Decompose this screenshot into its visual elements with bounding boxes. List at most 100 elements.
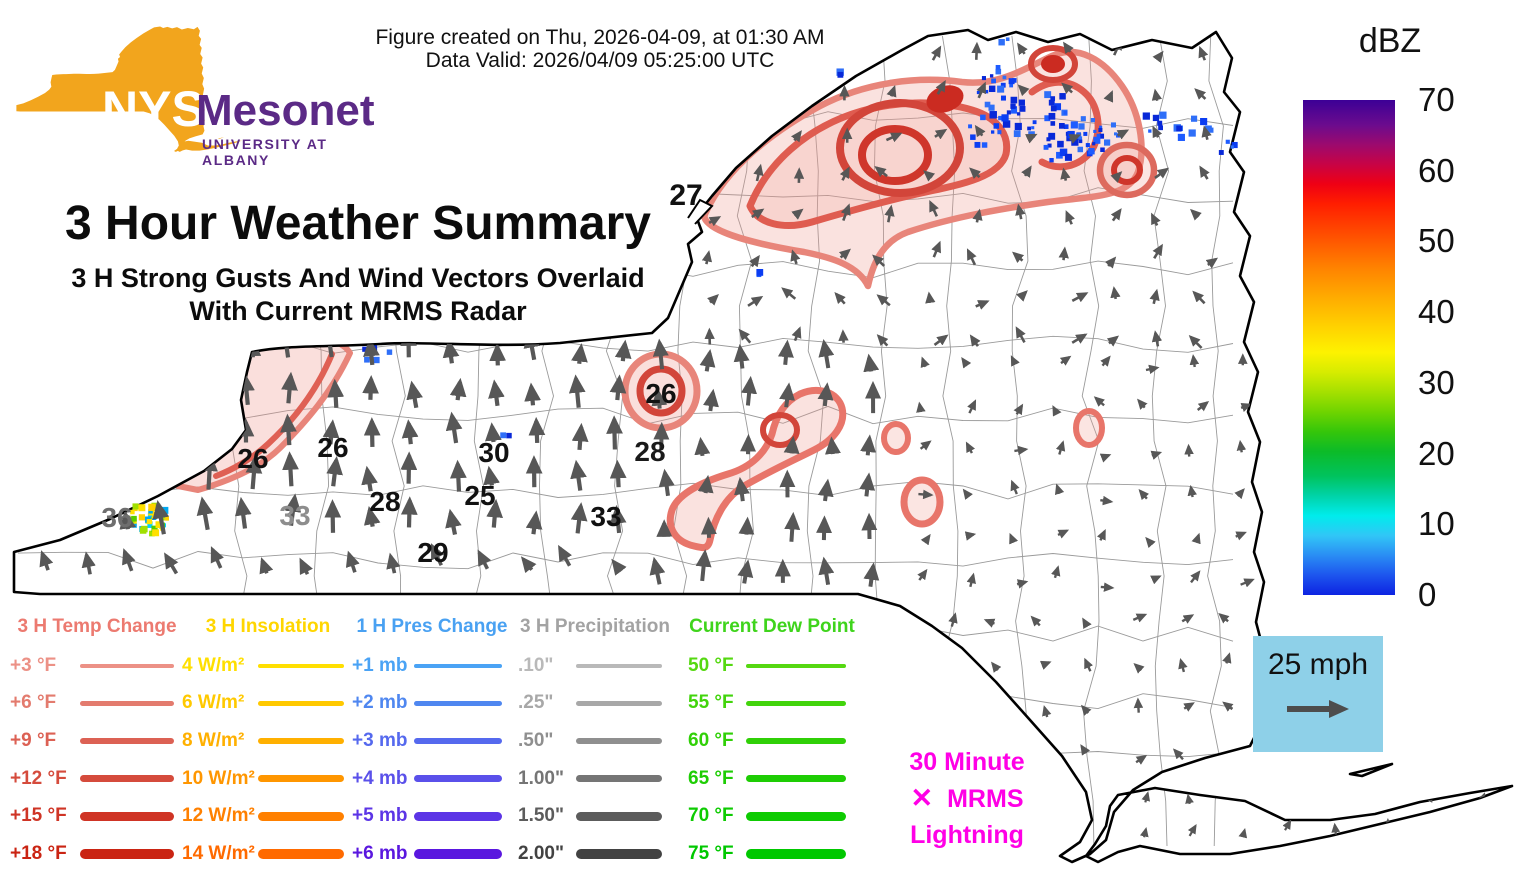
legend-row: 70 °F xyxy=(688,797,856,835)
lightning-line2-text: MRMS xyxy=(947,785,1024,813)
legend-item-line xyxy=(746,811,846,821)
legend-item-line xyxy=(258,775,344,783)
legend-item-line xyxy=(746,737,846,744)
legend-item-line xyxy=(576,700,662,706)
legend-row: 10 W/m² xyxy=(182,760,354,798)
legend-row: .50" xyxy=(518,722,672,760)
legend-item-label: +6 °F xyxy=(10,692,57,714)
colorbar-title: dBZ xyxy=(1358,22,1422,60)
colorbar-tick-0: 0 xyxy=(1418,576,1437,613)
colorbar-tick-70: 70 xyxy=(1418,81,1455,118)
legend-item-line xyxy=(576,663,662,668)
legend-item-label: +5 mb xyxy=(352,805,408,827)
legend-item-line xyxy=(414,848,502,859)
lightning-line2: ✕ MRMS xyxy=(862,780,1072,817)
gust-value-label: 29 xyxy=(417,537,448,568)
gust-value-label: 26 xyxy=(237,443,268,474)
legend-row: .10" xyxy=(518,647,672,685)
legend-item-label: +12 °F xyxy=(10,767,67,789)
legend-column-3: 1 H Pres Change +1 mb +2 mb +3 mb +4 mb +5 mb… xyxy=(352,616,512,873)
figure-caption: Figure created on Thu, 2026-04-09, at 01… xyxy=(330,26,870,72)
wind-scale-arrow-icon xyxy=(1287,700,1349,718)
lightning-legend: 30 Minute ✕ MRMS Lightning xyxy=(862,744,1072,853)
legend-item-label: 1.00" xyxy=(518,767,564,789)
legend-item-label: 10 W/m² xyxy=(182,767,255,789)
legend-column-5: Current Dew Point 50 °F 55 °F 60 °F 65 °F 70 … xyxy=(688,616,856,873)
legend-row: 12 W/m² xyxy=(182,797,354,835)
legend-item-label: +3 °F xyxy=(10,654,57,676)
legend-row: +9 °F xyxy=(10,722,184,760)
legend-row: 1.00" xyxy=(518,760,672,798)
colorbar-tick-20: 20 xyxy=(1418,434,1455,472)
legend-item-label: +15 °F xyxy=(10,805,67,827)
colorbar-tick-60: 60 xyxy=(1418,151,1455,189)
legend-item-line xyxy=(80,775,174,783)
title-block: 3 Hour Weather Summary 3 H Strong Gusts … xyxy=(40,196,676,327)
page-title: 3 Hour Weather Summary xyxy=(65,197,651,250)
caption-valid: Data Valid: 2026/04/09 05:25:00 UTC xyxy=(425,49,775,72)
legend-row: +4 mb xyxy=(352,760,512,798)
legend-row: +6 mb xyxy=(352,835,512,873)
legend-item-label: +4 mb xyxy=(352,767,408,789)
legend-item-label: 12 W/m² xyxy=(182,805,255,827)
legend-row: +12 °F xyxy=(10,760,184,798)
legend-row: 50 °F xyxy=(688,647,856,685)
colorbar-tick-50: 50 xyxy=(1418,222,1455,260)
legend-item-line xyxy=(258,663,344,668)
legend-item-line xyxy=(414,737,502,744)
logo-nys-text: NYS xyxy=(102,81,205,137)
dbz-colorbar xyxy=(1303,100,1395,595)
legend-item-label: +9 °F xyxy=(10,729,57,751)
legend-row: 75 °F xyxy=(688,835,856,873)
legend-item-line xyxy=(258,811,344,821)
legend-item-line xyxy=(258,848,344,859)
ny-state-logo-icon xyxy=(16,26,243,152)
legend-row: +5 mb xyxy=(352,797,512,835)
gust-value-label: 27 xyxy=(669,179,702,212)
legend-item-line xyxy=(414,663,502,668)
legend-item-line xyxy=(414,775,502,783)
legend-row: +6 °F xyxy=(10,685,184,723)
legend-row: 4 W/m² xyxy=(182,647,354,685)
legend-column-title: 3 H Temp Change xyxy=(17,616,177,637)
legend-item-label: 4 W/m² xyxy=(182,654,245,676)
legend-item-line xyxy=(414,811,502,821)
logo-tagline: UNIVERSITY AT ALBANY xyxy=(202,136,328,168)
caption-created: Figure created on Thu, 2026-04-09, at 01… xyxy=(375,26,825,49)
legend-item-line xyxy=(258,737,344,744)
legend-item-label: 14 W/m² xyxy=(182,842,255,864)
legend-row: +3 °F xyxy=(10,647,184,685)
legend-item-label: 6 W/m² xyxy=(182,692,245,714)
legend-item-line xyxy=(258,700,344,706)
legend-item-label: 1.50" xyxy=(518,805,564,827)
legend-item-label: .50" xyxy=(518,729,554,751)
legend-item-label: .10" xyxy=(518,654,554,676)
gust-value-label: 30 xyxy=(478,437,509,468)
legend-item-label: 2.00" xyxy=(518,842,564,864)
gust-value-label: 33 xyxy=(590,501,621,532)
legend-item-line xyxy=(746,663,846,668)
lightning-x-icon: ✕ xyxy=(910,783,934,813)
legend-row: +15 °F xyxy=(10,797,184,835)
legend-row: 6 W/m² xyxy=(182,685,354,723)
wind-scale-box: 25 mph xyxy=(1253,636,1383,752)
legend-item-label: 65 °F xyxy=(688,767,734,789)
legend-item-line xyxy=(746,775,846,783)
legend-item-line xyxy=(80,700,174,706)
legend-column-title: 1 H Pres Change xyxy=(356,616,508,637)
legend-item-label: 75 °F xyxy=(688,842,734,864)
colorbar-tick-30: 30 xyxy=(1418,363,1455,401)
legend-row: 8 W/m² xyxy=(182,722,354,760)
legend-row: 65 °F xyxy=(688,760,856,798)
legend-row: +2 mb xyxy=(352,685,512,723)
legend-item-label: .25" xyxy=(518,692,554,714)
subtitle-line1: 3 H Strong Gusts And Wind Vectors Overla… xyxy=(71,263,645,293)
colorbar-tick-10: 10 xyxy=(1418,505,1455,543)
legend-column-4: 3 H Precipitation .10" .25" .50" 1.00" 1.50" 2… xyxy=(518,616,672,873)
legend-item-line xyxy=(576,737,662,744)
gust-value-label: 36 xyxy=(101,502,132,533)
legend-item-line xyxy=(80,848,174,859)
legend-column-title: Current Dew Point xyxy=(689,616,855,637)
lightning-line3: Lightning xyxy=(910,821,1024,849)
legend-item-label: +6 mb xyxy=(352,842,408,864)
